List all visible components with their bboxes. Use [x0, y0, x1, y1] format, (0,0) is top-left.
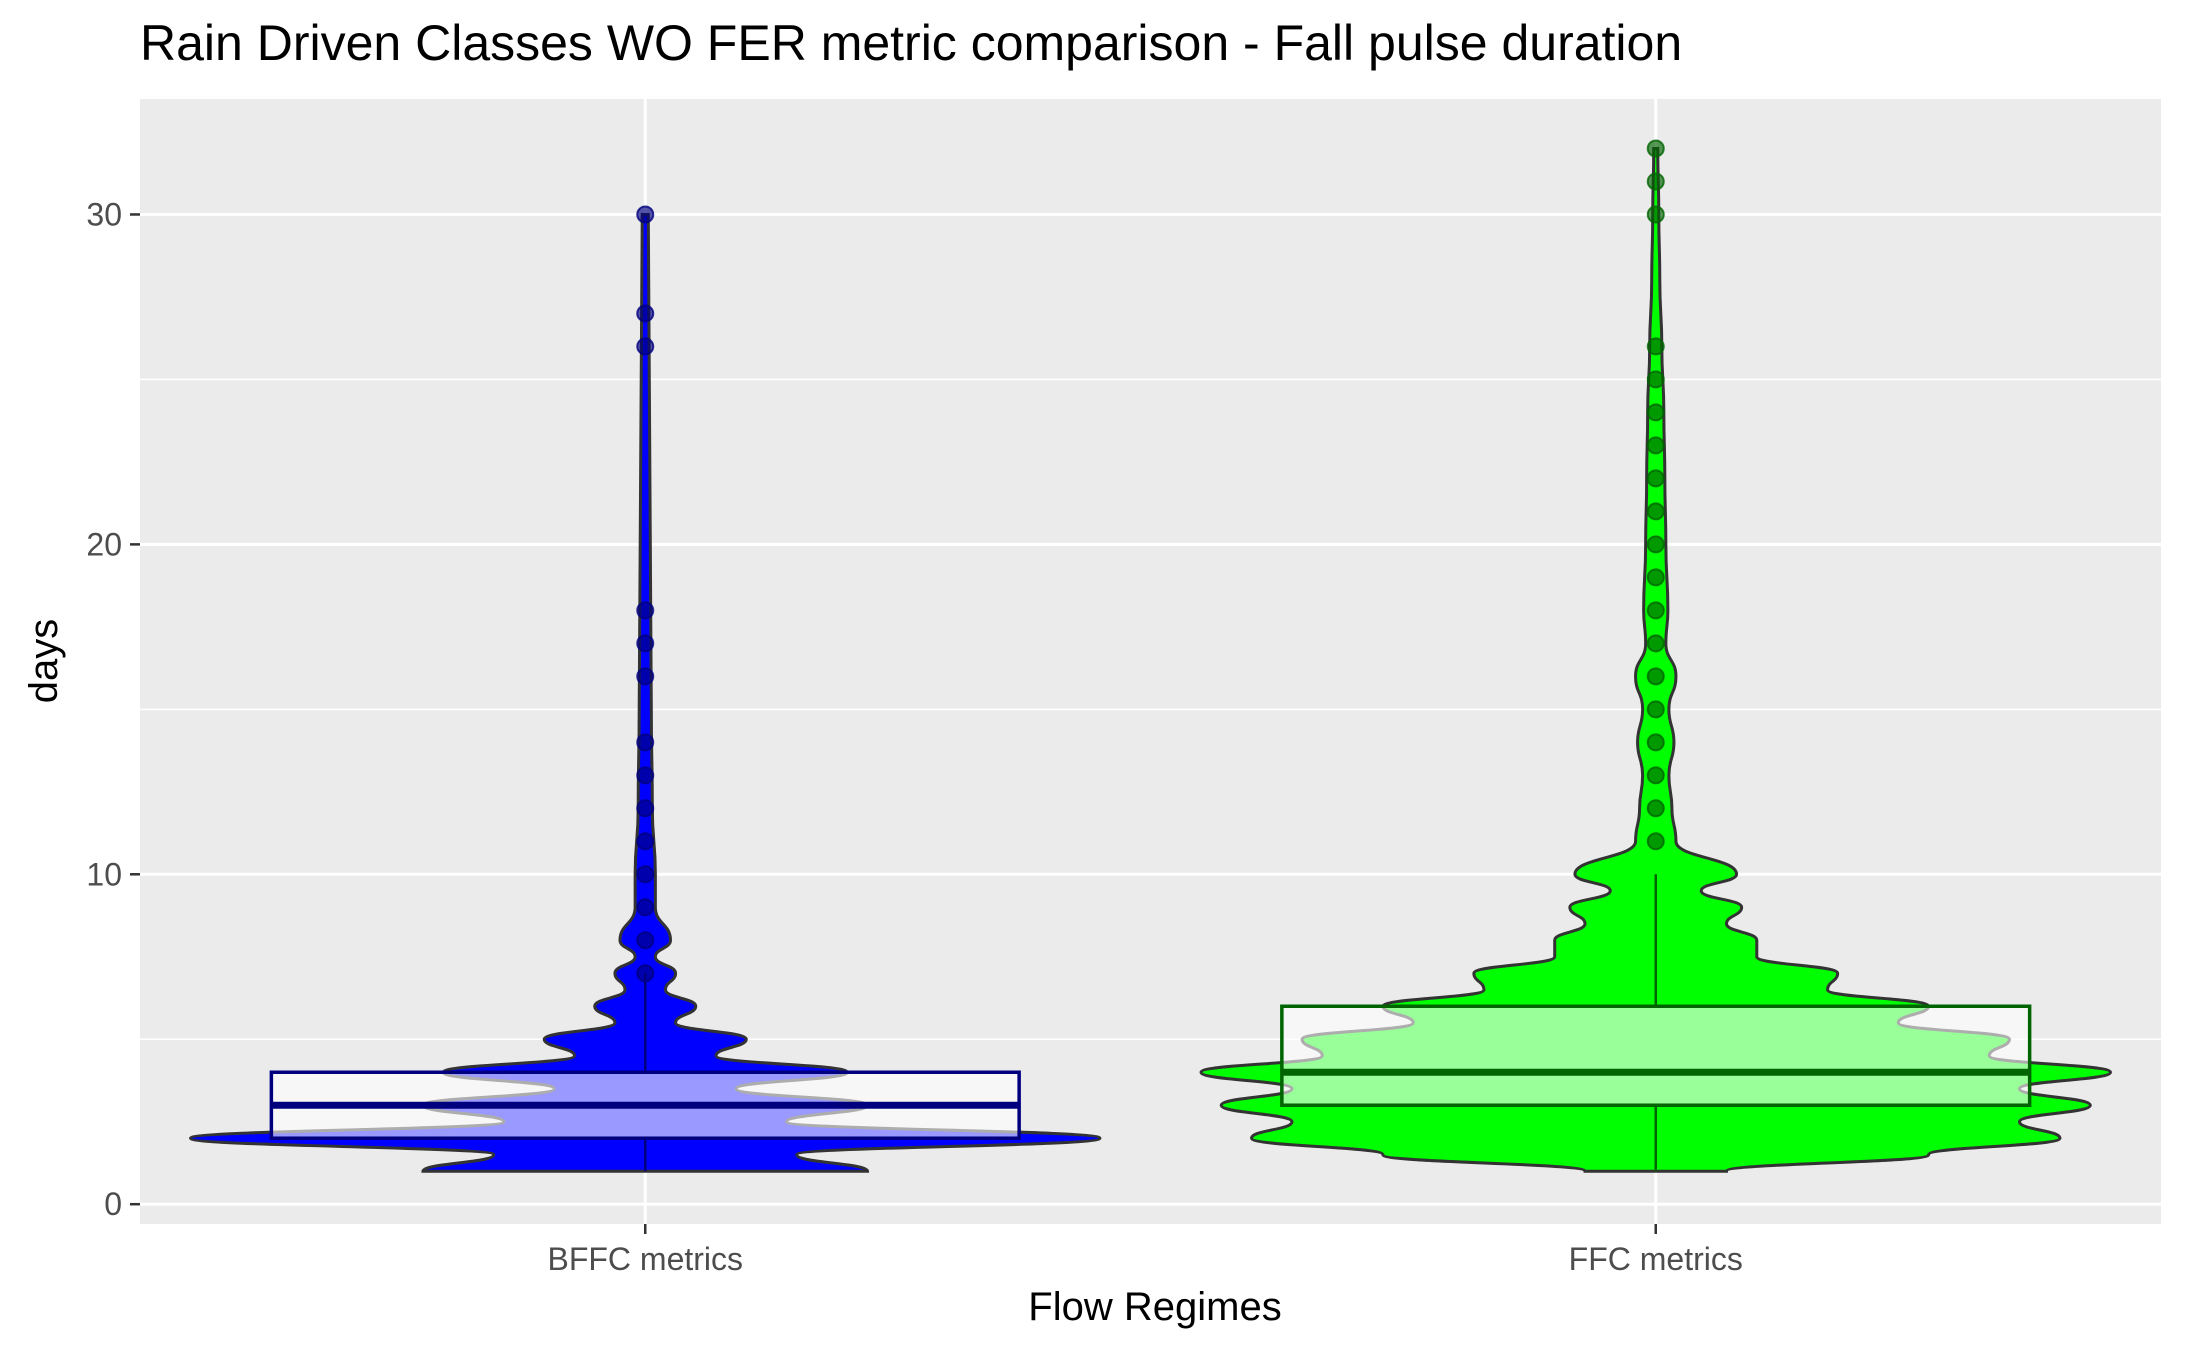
data-point: [1646, 139, 1665, 158]
y-tick-label: 20: [86, 526, 122, 562]
data-point: [1646, 535, 1665, 554]
data-point: [1646, 634, 1665, 653]
x-tick-label: FFC metrics: [1569, 1241, 1743, 1277]
data-point: [636, 337, 655, 356]
data-point: [636, 634, 655, 653]
data-point: [636, 931, 655, 950]
data-point: [1646, 469, 1665, 488]
data-point: [636, 667, 655, 686]
axes: 0 10 20 30 BFFC metrics FFC metrics: [86, 196, 1742, 1277]
data-point: [636, 898, 655, 917]
chart-title: Rain Driven Classes WO FER metric compar…: [140, 15, 1682, 71]
data-point: [1646, 766, 1665, 785]
x-tick-label: BFFC metrics: [547, 1241, 743, 1277]
data-point: [1646, 502, 1665, 521]
y-tick-label: 0: [104, 1186, 122, 1222]
y-tick-label: 10: [86, 856, 122, 892]
data-point: [1646, 832, 1665, 851]
data-point: [1646, 700, 1665, 719]
data-point: [1646, 205, 1665, 224]
data-point: [636, 766, 655, 785]
outlier-points: [636, 139, 1665, 983]
data-point: [636, 205, 655, 224]
x-axis-title: Flow Regimes: [1028, 1285, 1281, 1329]
data-point: [1646, 799, 1665, 818]
data-point: [636, 733, 655, 752]
data-point: [636, 832, 655, 851]
data-point: [1646, 568, 1665, 587]
data-point: [1646, 601, 1665, 620]
data-point: [1646, 337, 1665, 356]
data-point: [636, 865, 655, 884]
data-point: [636, 799, 655, 818]
data-point: [636, 964, 655, 983]
data-point: [1646, 667, 1665, 686]
data-point: [636, 304, 655, 323]
y-axis-title: days: [22, 619, 66, 704]
data-point: [1646, 436, 1665, 455]
data-point: [636, 601, 655, 620]
boxplots: [269, 874, 2032, 1172]
y-tick-label: 30: [86, 196, 122, 232]
data-point: [1646, 172, 1665, 191]
data-point: [1646, 370, 1665, 389]
box-2: [1280, 1004, 2032, 1107]
data-point: [1646, 733, 1665, 752]
data-point: [1646, 403, 1665, 422]
